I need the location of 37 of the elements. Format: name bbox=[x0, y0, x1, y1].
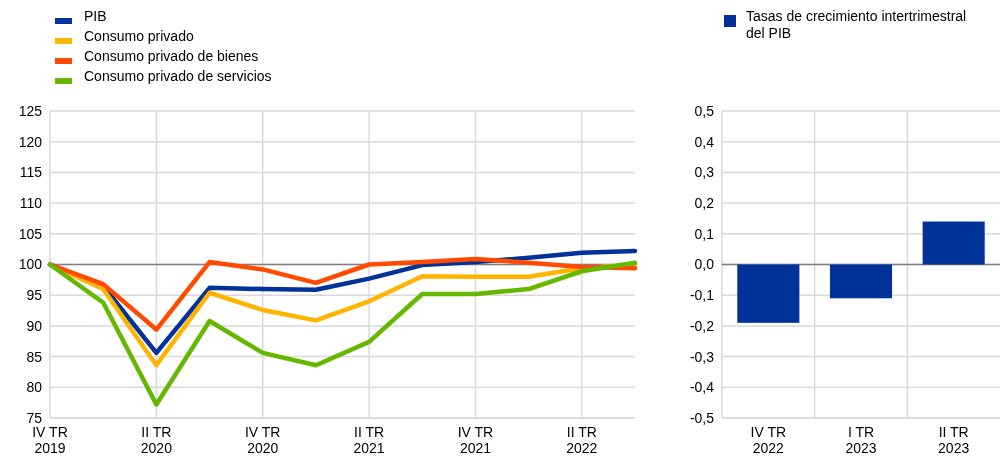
y-tick-label: 0,1 bbox=[694, 225, 715, 242]
y-tick-label: 125 bbox=[18, 102, 43, 119]
x-tick-label: II TR 2021 bbox=[353, 424, 385, 456]
y-tick-label: 0,5 bbox=[694, 102, 715, 119]
y-tick-label: 0,4 bbox=[694, 133, 715, 150]
y-tick-label: 95 bbox=[26, 287, 43, 304]
x-tick-label: I TR 2023 bbox=[845, 424, 877, 456]
line-series bbox=[47, 260, 638, 407]
x-tick-label: IV TR 2021 bbox=[457, 424, 494, 456]
x-tick-label: II TR 2022 bbox=[566, 424, 598, 456]
x-tick-label: IV TR 2020 bbox=[244, 424, 281, 456]
legend-label: Consumo privado de servicios bbox=[84, 68, 272, 84]
y-tick-label: -0,1 bbox=[689, 287, 715, 304]
y-tick-label: 0,2 bbox=[694, 195, 715, 211]
y-tick-label: 120 bbox=[18, 133, 43, 150]
y-tick-label: -0,5 bbox=[689, 409, 715, 426]
legend-label: Consumo privado de bienes bbox=[84, 48, 259, 64]
y-tick-label: 75 bbox=[26, 409, 43, 426]
y-tick-label: 0,3 bbox=[694, 164, 715, 181]
y-tick-label: -0,4 bbox=[689, 379, 715, 396]
y-tick-label: 0,0 bbox=[694, 256, 715, 273]
y-tick-label: 115 bbox=[19, 164, 43, 181]
y-tick-label: -0,3 bbox=[689, 348, 715, 365]
y-tick-label: 85 bbox=[26, 348, 43, 365]
y-tick-label: -0,2 bbox=[689, 317, 715, 334]
y-tick-label: 90 bbox=[26, 317, 43, 334]
y-tick-label: 105 bbox=[18, 225, 43, 242]
x-tick-label: IV TR 2022 bbox=[750, 424, 787, 456]
legend-label: PIB bbox=[84, 8, 107, 24]
legend-label: Tasas de crecimiento intertrimestral del PIB bbox=[746, 8, 967, 41]
y-tick-label: 100 bbox=[18, 256, 43, 273]
legend-label: Consumo privado bbox=[84, 28, 194, 44]
x-tick-label: II TR 2020 bbox=[140, 424, 173, 456]
y-tick-label: 110 bbox=[19, 195, 43, 211]
x-tick-label: IV TR 2019 bbox=[32, 424, 68, 456]
y-tick-label: 80 bbox=[26, 379, 43, 396]
x-tick-label: II TR 2023 bbox=[938, 424, 970, 456]
